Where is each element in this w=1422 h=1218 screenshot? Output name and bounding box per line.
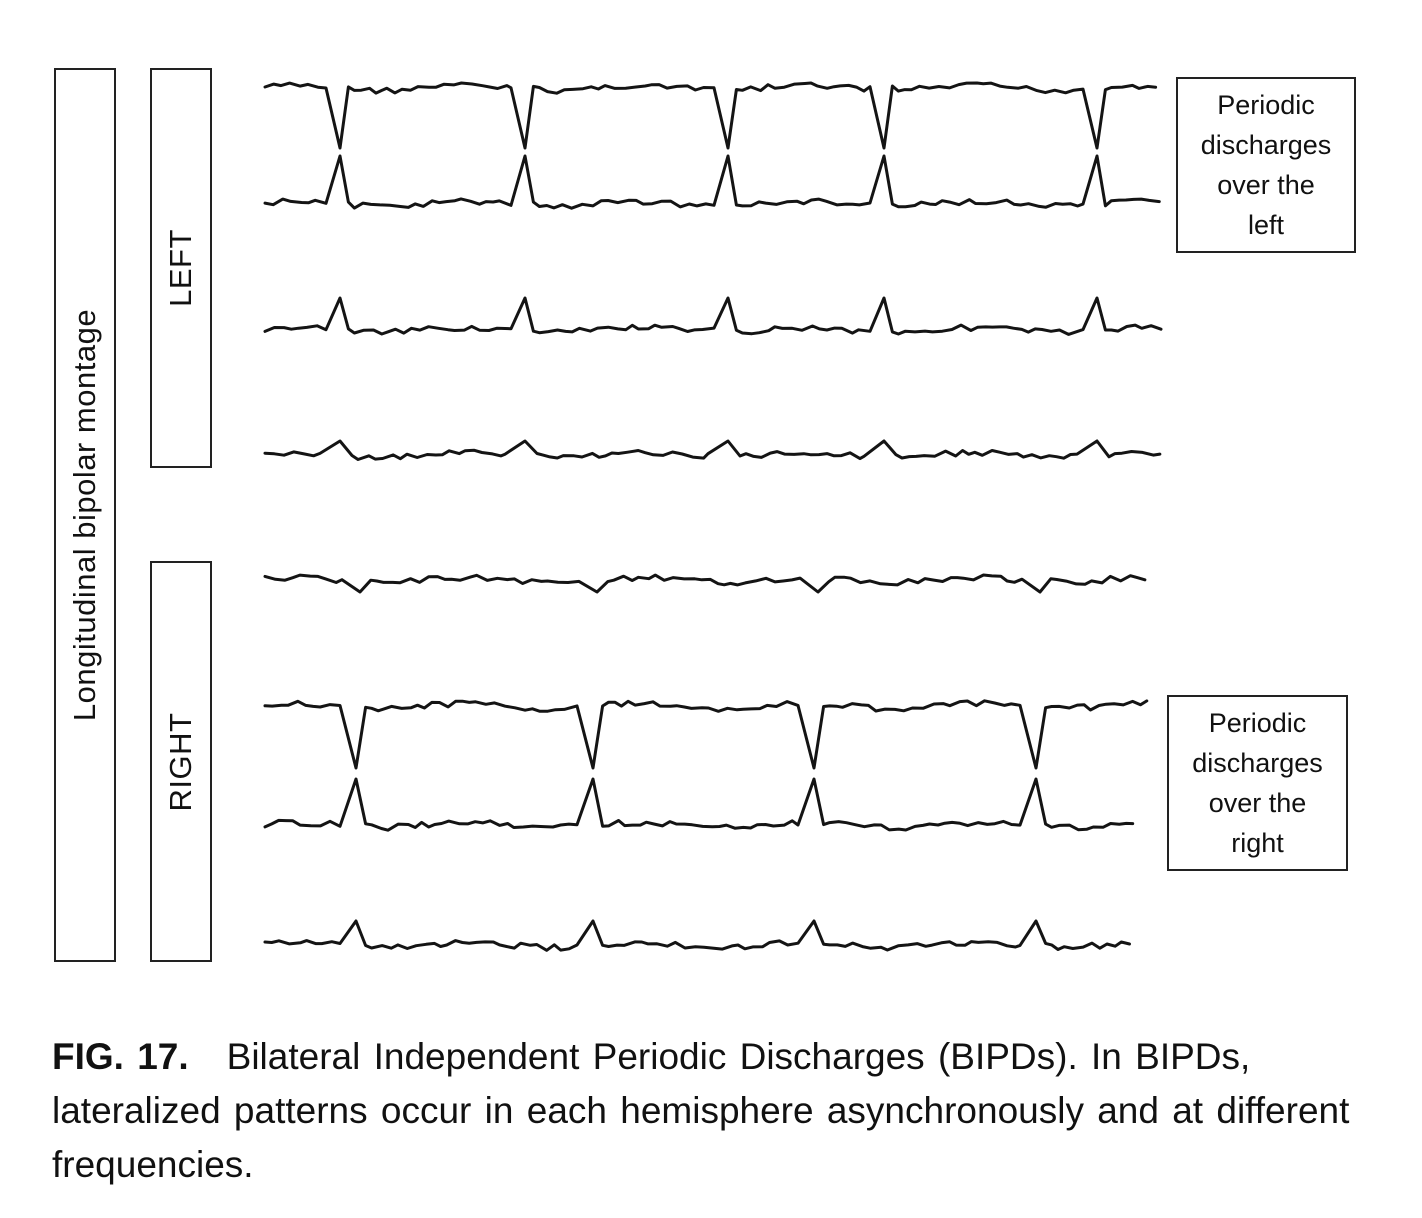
- eeg-trace-right-2: [263, 699, 1149, 770]
- callout-left-discharges: Periodic discharges over the left: [1176, 77, 1356, 253]
- eeg-trace-left-4: [263, 439, 1162, 461]
- callout-left-line: Periodic: [1217, 90, 1315, 120]
- eeg-trace-right-4: [263, 919, 1131, 952]
- eeg-traces: [263, 81, 1163, 952]
- callout-right-line: discharges: [1192, 748, 1323, 778]
- eeg-trace-right-3: [263, 777, 1135, 832]
- callout-right-discharges: Periodic discharges over the right: [1167, 695, 1348, 871]
- montage-label-box: Longitudinal bipolar montage: [54, 68, 116, 962]
- callout-right-line: right: [1231, 828, 1284, 858]
- eeg-trace-left-3: [263, 296, 1163, 336]
- right-hemisphere-box: RIGHT: [150, 561, 212, 962]
- eeg-trace-left-1: [263, 81, 1158, 150]
- eeg-trace-left-2: [263, 154, 1161, 210]
- figure-number: FIG. 17.: [52, 1036, 189, 1077]
- eeg-trace-right-1: [263, 573, 1147, 594]
- callout-left-line: discharges: [1200, 130, 1332, 160]
- left-hemisphere-box: LEFT: [150, 68, 212, 468]
- figure-caption: FIG. 17. Bilateral Independent Periodic D…: [52, 1030, 1382, 1192]
- eeg-figure: Longitudinal bipolar montage LEFT RIGHT …: [54, 68, 1356, 962]
- callout-left-line: left: [1247, 210, 1284, 240]
- callout-right-line: over the: [1208, 788, 1307, 818]
- caption-text: Bilateral Independent Periodic Discharge…: [52, 1036, 1350, 1185]
- callout-right-line: Periodic: [1208, 708, 1307, 738]
- callout-left-line: over the: [1217, 170, 1315, 200]
